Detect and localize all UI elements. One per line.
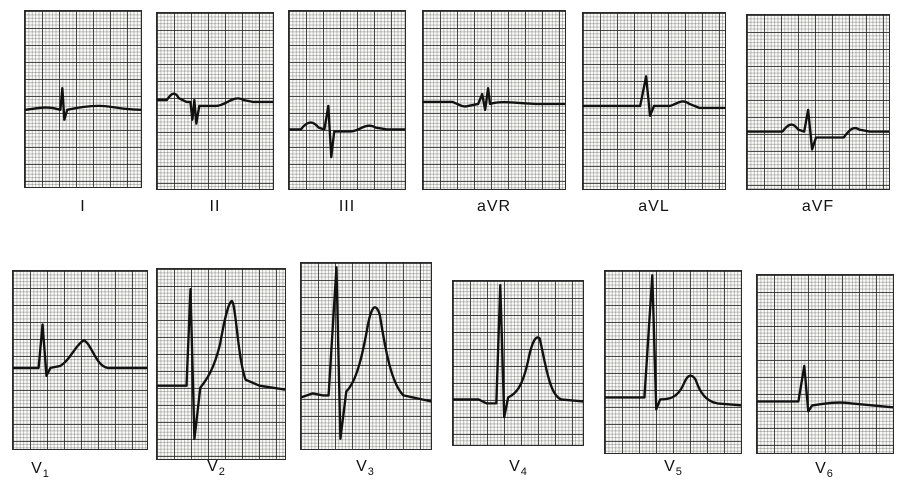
lead-label-avr: aVR [476, 198, 512, 215]
ecg-trace-lead-v5 [605, 274, 741, 411]
ecg-strip-lead-avf [746, 14, 890, 190]
ecg-trace-lead-ii [157, 92, 273, 125]
lead-label-avl: aVL [638, 198, 670, 215]
ecg-trace-lead-iii [289, 104, 405, 159]
lead-label-avf: aVF [801, 198, 835, 215]
ecg-strip-lead-v1 [12, 270, 148, 450]
ecg-trace-lead-avf [747, 108, 889, 151]
ecg-trace-lead-avl [583, 75, 725, 117]
lead-label-v4: V4 [509, 458, 527, 479]
ecg-strip-lead-iii [288, 10, 406, 190]
ecg-trace-lead-v4 [453, 284, 583, 419]
ecg-strip-lead-v6 [756, 274, 894, 454]
ecg-strip-lead-ii [156, 12, 274, 190]
ecg-strip-lead-v4 [452, 280, 584, 446]
ecg-trace-lead-v1 [13, 323, 147, 377]
ecg-strip-lead-v2 [156, 268, 286, 460]
lead-label-i: I [80, 198, 86, 215]
ecg-trace-lead-v3 [301, 266, 431, 440]
lead-label-iii: III [338, 198, 356, 215]
ecg-strip-lead-avr [422, 10, 566, 190]
ecg-strip-lead-v5 [604, 270, 742, 454]
ecg-strip-lead-i [24, 10, 142, 188]
lead-label-v5: V5 [664, 458, 682, 479]
ecg-strip-lead-v3 [300, 262, 432, 450]
ecg-trace-lead-v6 [757, 364, 893, 413]
lead-label-v1: V1 [31, 460, 49, 481]
ecg-trace-lead-v2 [157, 287, 285, 441]
lead-label-v3: V3 [356, 458, 374, 479]
ecg-strip-lead-avl [582, 12, 726, 190]
lead-label-ii: II [209, 198, 221, 215]
ecg-trace-lead-i [25, 87, 141, 121]
ecg-trace-lead-avr [423, 86, 565, 112]
lead-label-v2: V2 [207, 458, 225, 479]
lead-label-v6: V6 [815, 460, 833, 481]
